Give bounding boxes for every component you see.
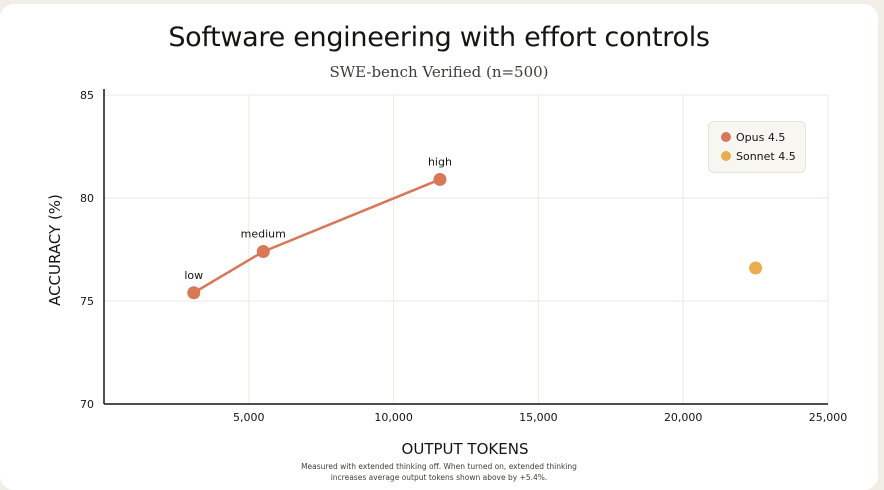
y-tick-label: 80 [80, 192, 94, 205]
legend: Opus 4.5 Sonnet 4.5 [708, 121, 806, 173]
series: low medium high [184, 155, 763, 300]
legend-swatch-sonnet [721, 151, 731, 161]
x-tick-label: 5,000 [233, 411, 265, 424]
footnote-line-1: Measured with extended thinking off. Whe… [301, 462, 577, 471]
legend-label-opus: Opus 4.5 [736, 131, 786, 144]
series-line [193, 178, 441, 294]
y-axis-label: ACCURACY (%) [46, 194, 64, 306]
footnote: Measured with extended thinking off. Whe… [0, 461, 878, 483]
footnote-line-2: increases average output tokens shown ab… [330, 473, 548, 482]
axes [103, 89, 828, 405]
data-point [256, 245, 270, 259]
x-tick-label: 20,000 [664, 411, 703, 424]
tick-labels: 5,000 10,000 15,000 20,000 25,000 70 75 80 85 [80, 89, 847, 424]
y-tick-label: 70 [80, 398, 94, 411]
chart-card [0, 4, 878, 490]
legend-label-sonnet: Sonnet 4.5 [736, 150, 796, 163]
y-tick-label: 85 [80, 89, 94, 102]
legend-item-sonnet: Sonnet 4.5 [721, 150, 796, 163]
data-point [749, 261, 763, 275]
data-point-label: medium [241, 228, 286, 241]
x-axis-label: OUTPUT TOKENS [402, 440, 529, 458]
data-point [433, 172, 447, 186]
x-tick-label: 10,000 [374, 411, 413, 424]
chart-subtitle: SWE-bench Verified (n=500) [329, 63, 549, 81]
x-tick-label: 15,000 [519, 411, 558, 424]
legend-item-opus: Opus 4.5 [721, 131, 785, 144]
x-tick-label: 25,000 [809, 411, 848, 424]
data-point [187, 286, 201, 300]
grid-lines [104, 94, 829, 404]
chart-title: Software engineering with effort control… [168, 22, 710, 53]
data-point-label: high [428, 155, 452, 168]
legend-swatch-opus [721, 132, 731, 142]
data-point-label: low [184, 269, 203, 282]
y-tick-label: 75 [80, 295, 94, 308]
